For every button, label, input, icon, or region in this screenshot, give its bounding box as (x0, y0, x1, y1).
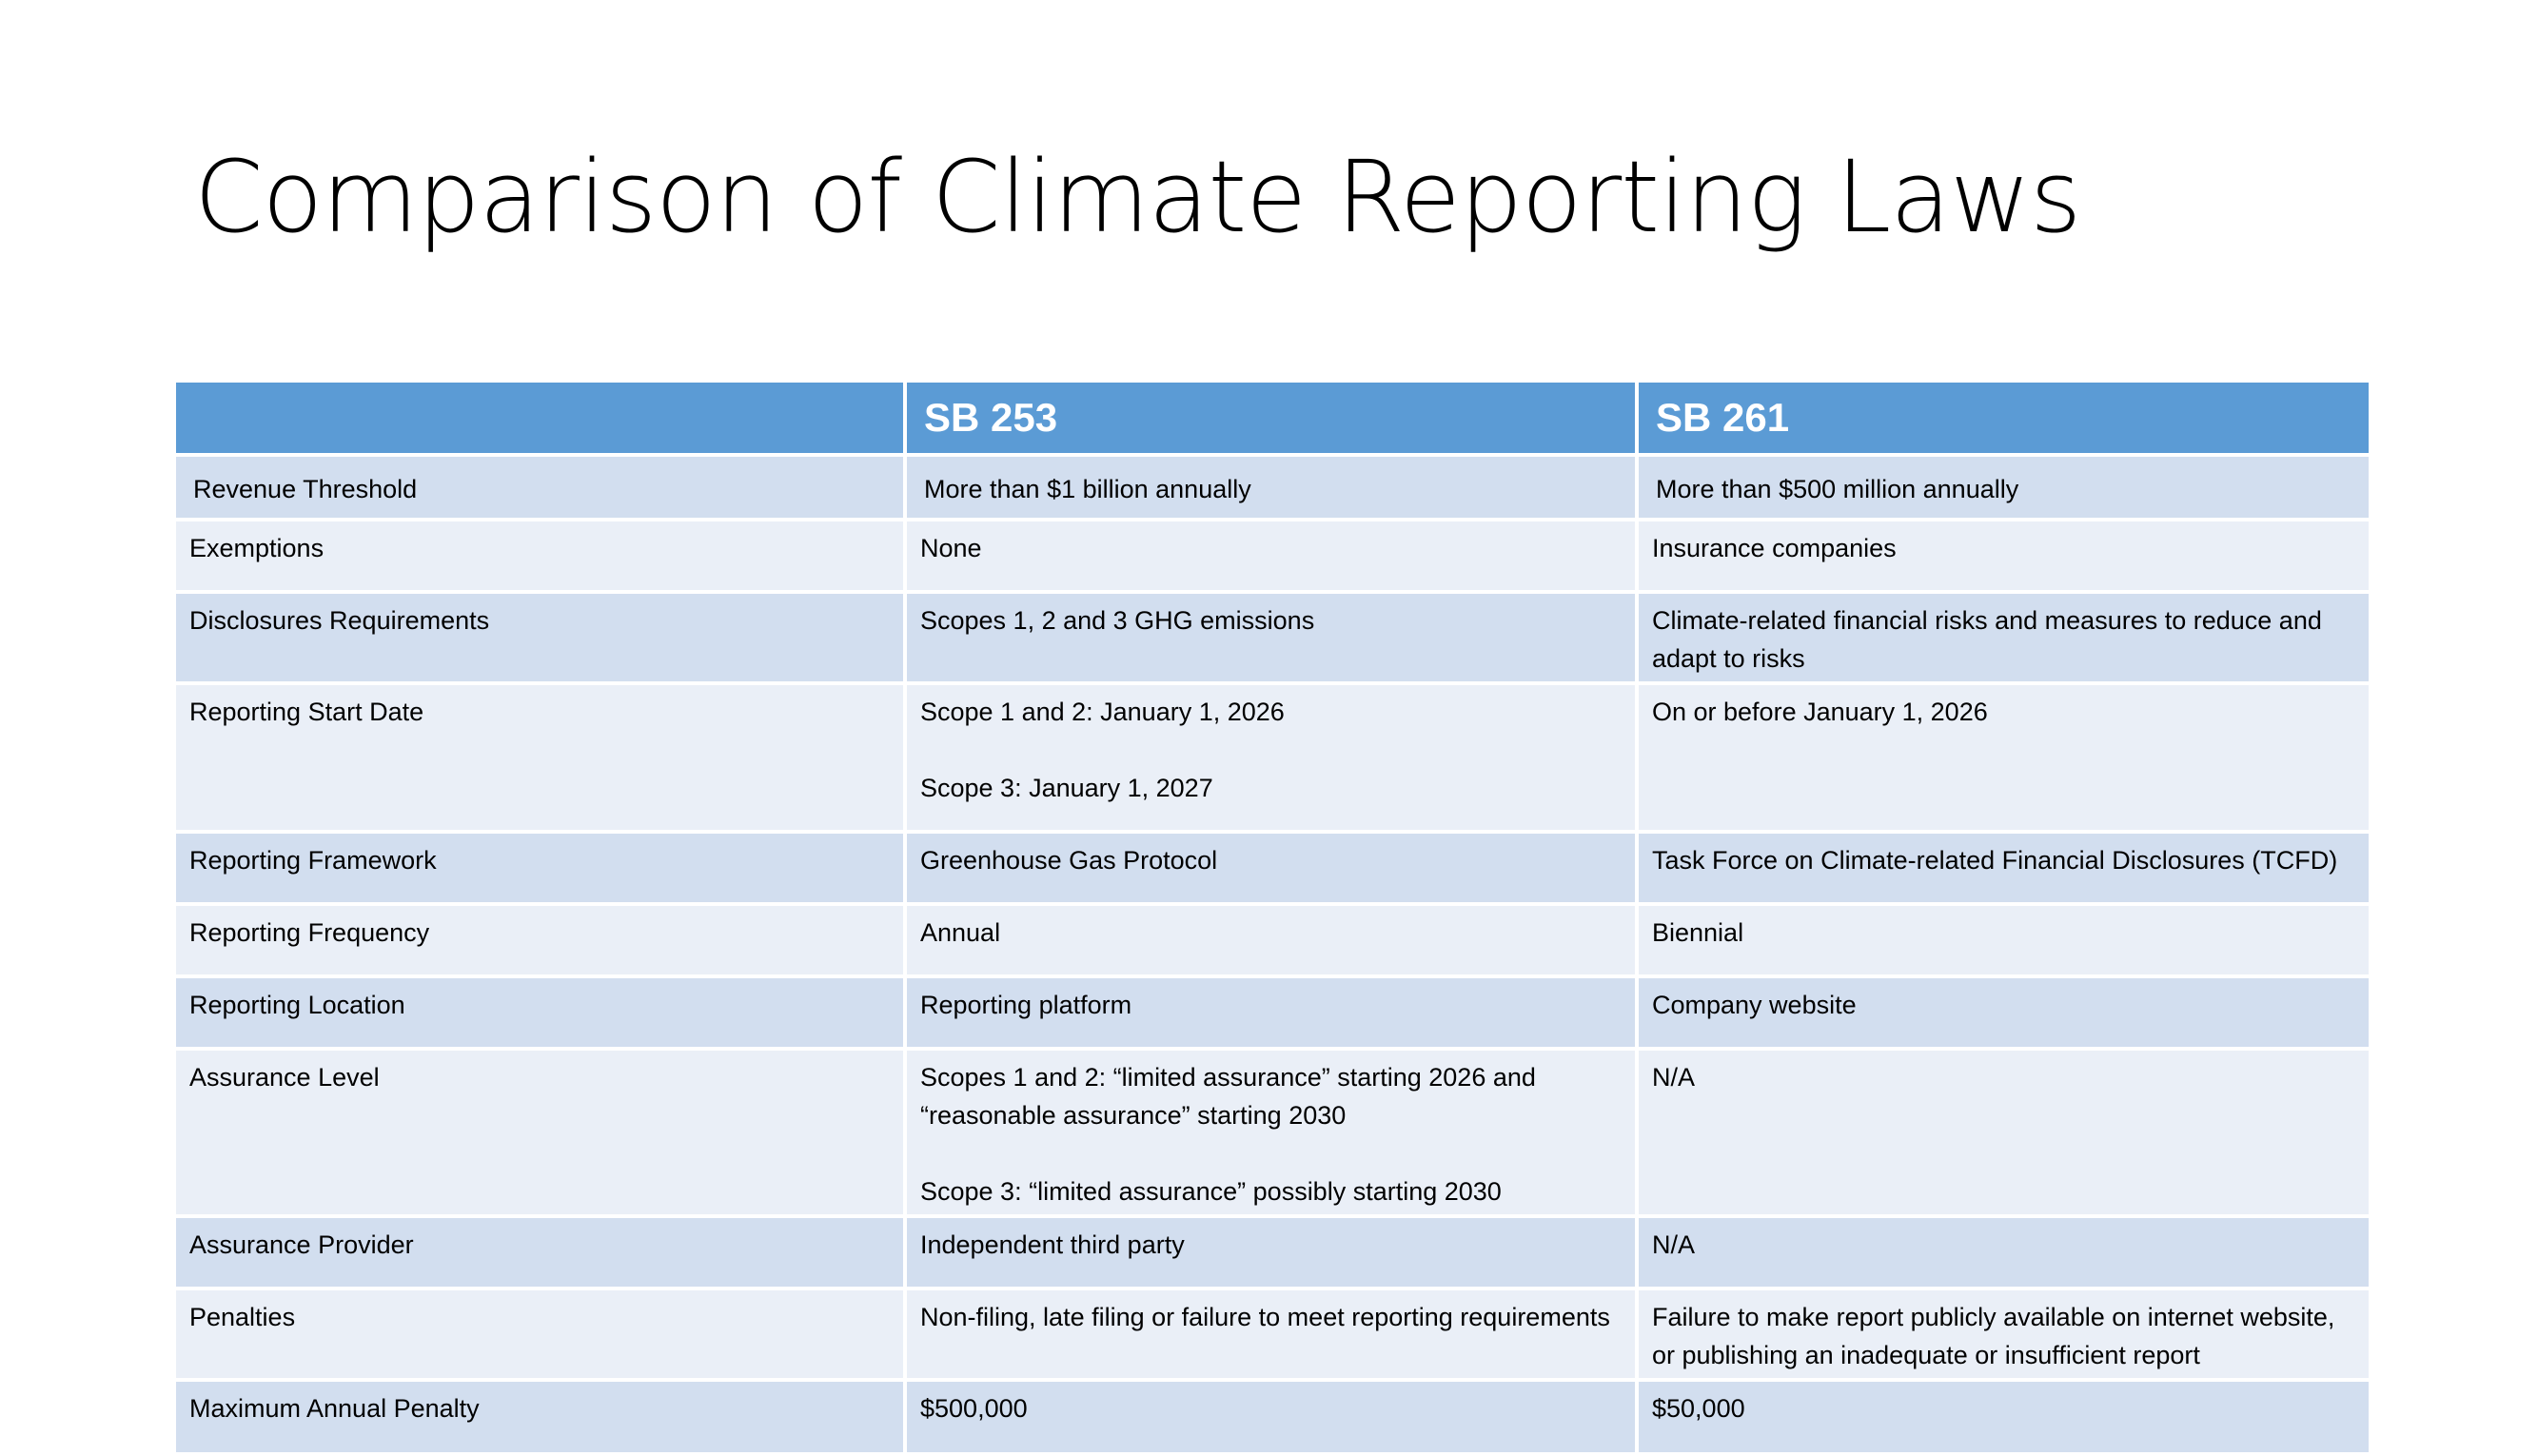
sb261-paragraph: Task Force on Climate-related Financial … (1652, 846, 2338, 875)
sb253-paragraph: Annual (920, 918, 1001, 947)
sb261-paragraph: Company website (1652, 991, 1857, 1019)
sb253-paragraph: Scope 3: “limited assurance” possibly st… (920, 1177, 1502, 1206)
table-header-row: SB 253 SB 261 (176, 383, 2369, 453)
sb253-paragraph: Independent third party (920, 1230, 1185, 1259)
sb261-cell: More than $500 million annually (1639, 457, 2369, 518)
table-row: Reporting Start Date Scope 1 and 2: Janua… (176, 685, 2369, 830)
table-row: Reporting Framework Greenhouse Gas Protoc… (176, 834, 2369, 902)
row-label-cell: Assurance Level (176, 1051, 903, 1214)
row-label-cell: Reporting Frequency (176, 906, 903, 974)
sb253-cell: More than $1 billion annually (907, 457, 1635, 518)
sb261-cell: Insurance companies (1639, 521, 2369, 590)
table-row: Disclosures Requirements Scopes 1, 2 and … (176, 594, 2369, 681)
sb253-cell: Reporting platform (907, 978, 1635, 1047)
row-label-cell: Reporting Framework (176, 834, 903, 902)
header-cell-sb261: SB 261 (1639, 383, 2369, 453)
row-label-cell: Maximum Annual Penalty (176, 1382, 903, 1452)
row-label-cell: Reporting Location (176, 978, 903, 1047)
table-body: Revenue Threshold More than $1 billion an… (176, 457, 2369, 1452)
sb261-cell: Failure to make report publicly availabl… (1639, 1290, 2369, 1378)
paragraph-gap (920, 1134, 1622, 1172)
sb253-paragraph: Non-filing, late filing or failure to me… (920, 1303, 1610, 1331)
sb253-paragraph: Scope 3: January 1, 2027 (920, 774, 1213, 802)
sb261-cell: Company website (1639, 978, 2369, 1047)
comparison-table: SB 253 SB 261 Revenue Threshold More than… (172, 379, 2372, 1456)
sb253-cell: Greenhouse Gas Protocol (907, 834, 1635, 902)
sb261-cell: On or before January 1, 2026 (1639, 685, 2369, 830)
sb261-cell: Task Force on Climate-related Financial … (1639, 834, 2369, 902)
sb253-cell: Non-filing, late filing or failure to me… (907, 1290, 1635, 1378)
sb261-paragraph: $50,000 (1652, 1394, 1745, 1423)
sb261-paragraph: Biennial (1652, 918, 1744, 947)
sb253-cell: Independent third party (907, 1218, 1635, 1287)
header-cell-sb253: SB 253 (907, 383, 1635, 453)
sb253-paragraph: Scope 1 and 2: January 1, 2026 (920, 698, 1285, 726)
sb253-paragraph: More than $1 billion annually (924, 475, 1251, 503)
sb253-paragraph: Scopes 1 and 2: “limited assurance” star… (920, 1063, 1536, 1130)
sb261-paragraph: Insurance companies (1652, 534, 1897, 562)
sb253-cell: Scopes 1 and 2: “limited assurance” star… (907, 1051, 1635, 1214)
sb261-cell: $50,000 (1639, 1382, 2369, 1452)
header-cell-empty (176, 383, 903, 453)
row-label-cell: Exemptions (176, 521, 903, 590)
sb253-paragraph: Reporting platform (920, 991, 1132, 1019)
table-row: Penalties Non-filing, late filing or fail… (176, 1290, 2369, 1378)
sb253-cell: Scopes 1, 2 and 3 GHG emissions (907, 594, 1635, 681)
sb261-cell: Biennial (1639, 906, 2369, 974)
row-label-cell: Reporting Start Date (176, 685, 903, 830)
sb261-cell: Climate-related financial risks and meas… (1639, 594, 2369, 681)
row-label-cell: Revenue Threshold (176, 457, 903, 518)
table-row: Maximum Annual Penalty $500,000 $50,000 (176, 1382, 2369, 1452)
table-row: Reporting Frequency Annual Biennial (176, 906, 2369, 974)
sb261-cell: N/A (1639, 1051, 2369, 1214)
table-row: Exemptions None Insurance companies (176, 521, 2369, 590)
table-row: Assurance Provider Independent third part… (176, 1218, 2369, 1287)
sb261-cell: N/A (1639, 1218, 2369, 1287)
row-label-cell: Disclosures Requirements (176, 594, 903, 681)
table-row: Assurance Level Scopes 1 and 2: “limited … (176, 1051, 2369, 1214)
row-label-cell: Penalties (176, 1290, 903, 1378)
sb253-cell: $500,000 (907, 1382, 1635, 1452)
sb253-cell: Scope 1 and 2: January 1, 2026 Scope 3: J… (907, 685, 1635, 830)
sb261-paragraph: More than $500 million annually (1656, 475, 2019, 503)
paragraph-gap (920, 731, 1622, 769)
sb253-paragraph: Scopes 1, 2 and 3 GHG emissions (920, 606, 1315, 635)
sb253-cell: Annual (907, 906, 1635, 974)
slide-title: Comparison of Climate Reporting Laws (194, 139, 2081, 255)
sb253-paragraph: $500,000 (920, 1394, 1028, 1423)
table-row: Reporting Location Reporting platform Comp… (176, 978, 2369, 1047)
sb261-paragraph: Failure to make report publicly availabl… (1652, 1303, 2335, 1369)
sb261-paragraph: N/A (1652, 1063, 1696, 1092)
sb261-paragraph: On or before January 1, 2026 (1652, 698, 1988, 726)
sb261-paragraph: N/A (1652, 1230, 1696, 1259)
table-row: Revenue Threshold More than $1 billion an… (176, 457, 2369, 518)
sb253-paragraph: Greenhouse Gas Protocol (920, 846, 1218, 875)
sb261-paragraph: Climate-related financial risks and meas… (1652, 606, 2322, 673)
sb253-cell: None (907, 521, 1635, 590)
row-label-cell: Assurance Provider (176, 1218, 903, 1287)
sb253-paragraph: None (920, 534, 982, 562)
